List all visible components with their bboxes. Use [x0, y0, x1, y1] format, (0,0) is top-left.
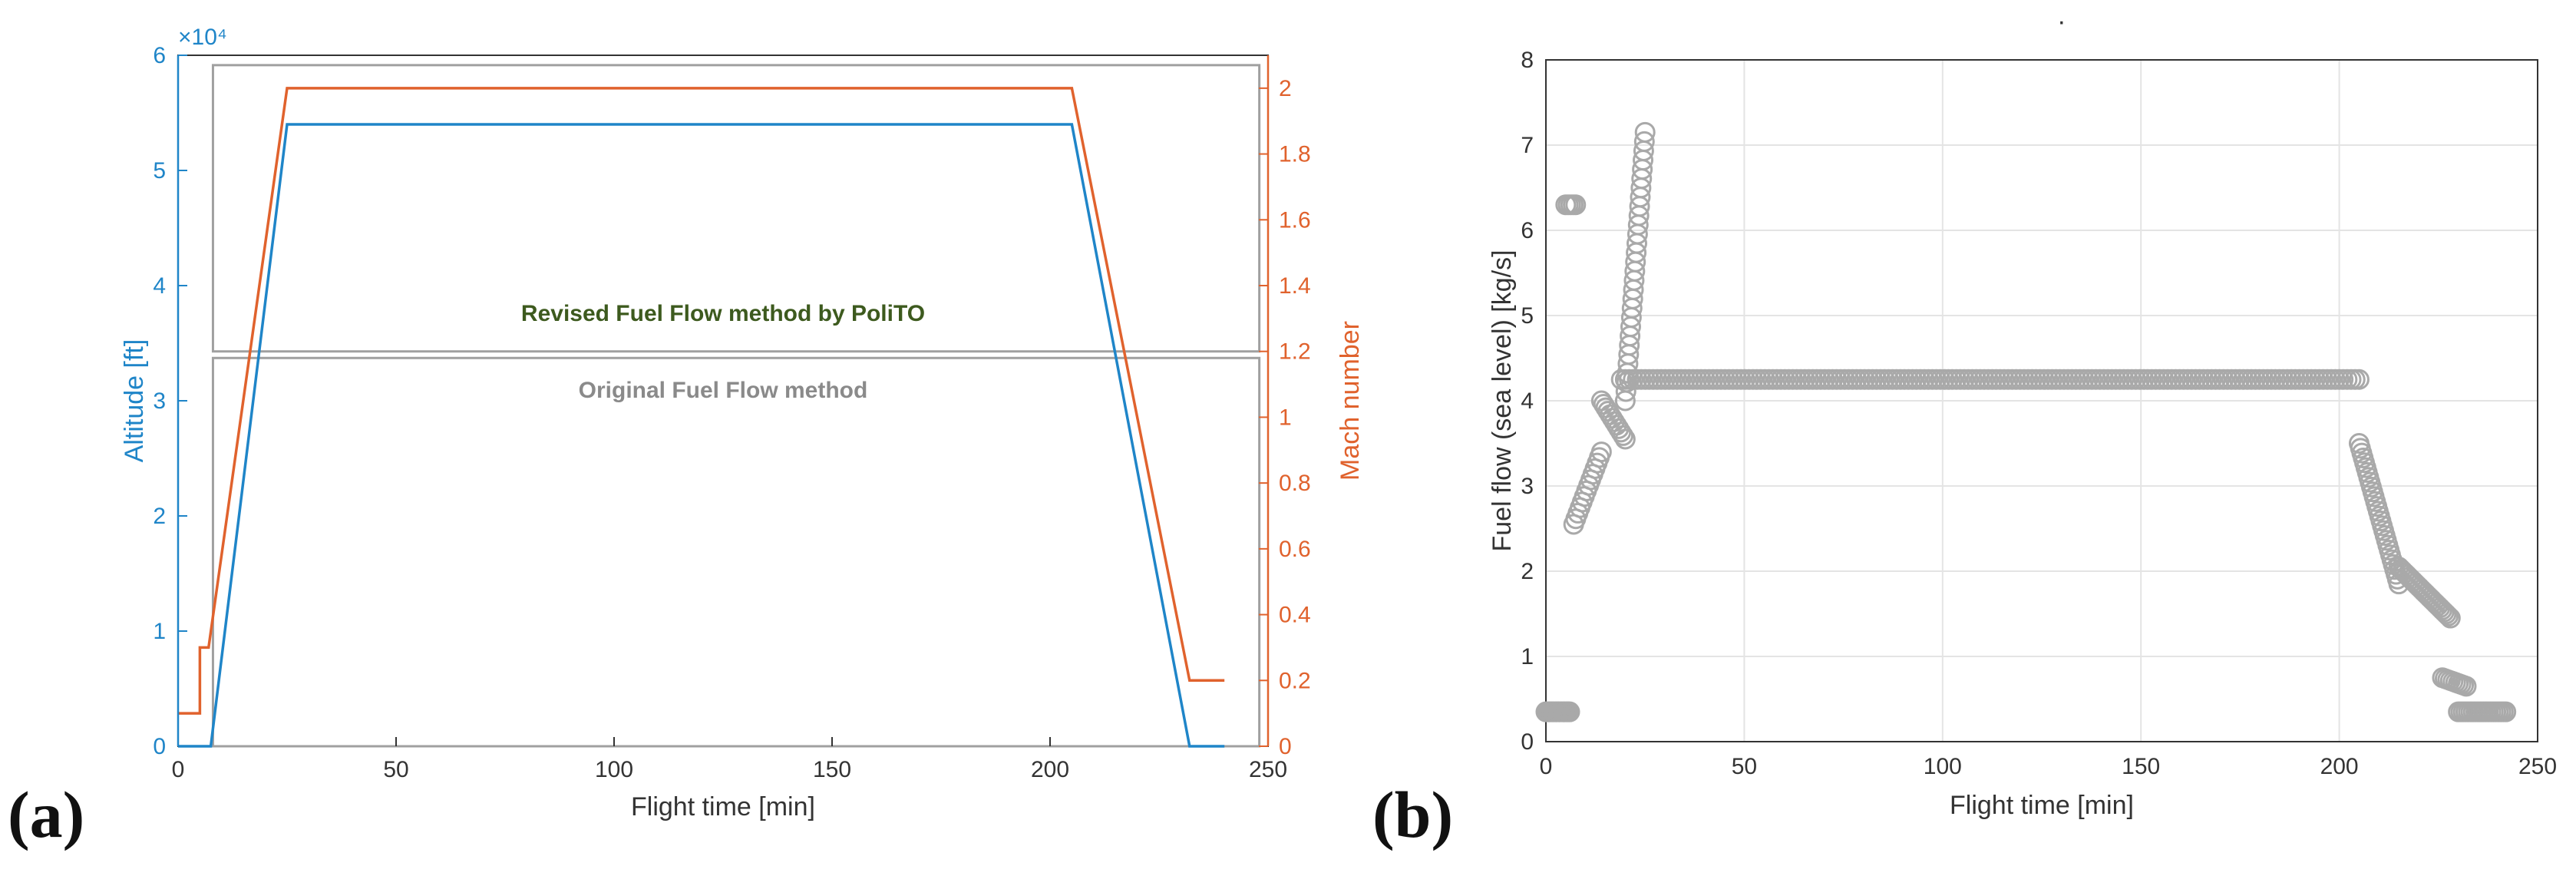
- x-tick-label: 50: [1732, 754, 1757, 779]
- mach-tick-label: 0: [1279, 734, 1292, 759]
- y-tick-label: 6: [1521, 218, 1534, 243]
- altitude-axis-label: Altitude [ft]: [120, 339, 149, 463]
- panel-a-label: (a): [8, 778, 84, 851]
- mach-tick-label: 1.8: [1279, 142, 1311, 167]
- x-tick-label: 100: [1924, 754, 1962, 779]
- fuel-flow-point: [1559, 701, 1580, 722]
- revised-method-label: Revised Fuel Flow method by PoliTO: [521, 301, 925, 326]
- altitude-tick-label: 3: [153, 388, 166, 414]
- y-tick-label: 0: [1521, 729, 1534, 755]
- mach-tick-label: 0.8: [1279, 471, 1311, 496]
- mach-tick-label: 0.6: [1279, 537, 1311, 562]
- fuel-flow-points: [1535, 121, 2517, 722]
- panel-a: Revised Fuel Flow method by PoliTO Origi…: [8, 25, 1365, 851]
- panel-a-x-axis-label: Flight time [min]: [631, 792, 815, 821]
- fuel-flow-point: [1565, 194, 1587, 216]
- altitude-tick-label: 0: [153, 734, 166, 759]
- panel-b-x-axis-label: Flight time [min]: [1950, 791, 2134, 820]
- fuel-flow-point: [2436, 603, 2457, 625]
- mach-axis-label: Mach number: [1336, 321, 1365, 481]
- panel-b-label: (b): [1372, 778, 1453, 851]
- mach-number-line: [178, 87, 1225, 715]
- panel-b-y-axis-label: Fuel flow (sea level) [kg/s]: [1488, 250, 1517, 551]
- x-tick-label: 100: [595, 757, 633, 782]
- altitude-tick-label: 2: [153, 504, 166, 529]
- altitude-tick-label: 1: [153, 619, 166, 644]
- panel-a-altitude-axis: 0 1 2 3 4 5 6: [153, 43, 187, 759]
- fuel-flow-point: [1613, 425, 1634, 446]
- mach-tick-label: 1.2: [1279, 339, 1311, 365]
- fuel-flow-point: [2348, 369, 2370, 390]
- revised-method-box: [211, 64, 1261, 353]
- original-method-label: Original Fuel Flow method: [579, 378, 868, 403]
- fuel-flow-point: [2438, 605, 2459, 626]
- x-tick-label: 200: [2320, 754, 2359, 779]
- panel-b-y-axis: 0 1 2 3 4 5 6 7 8: [1521, 48, 1534, 755]
- fuel-flow-point: [2439, 607, 2461, 629]
- stray-mark: ·: [2057, 7, 2066, 36]
- y-tick-label: 4: [1521, 388, 1534, 414]
- fuel-flow-point: [2495, 701, 2517, 722]
- panel-b: 0 50 100 150 200 250 0 1 2 3 4 5 6 7 8 · Flight time …: [1372, 7, 2557, 851]
- fuel-flow-point: [1633, 131, 1655, 152]
- original-method-box: [211, 356, 1261, 748]
- x-tick-label: 0: [172, 757, 185, 782]
- x-tick-label: 200: [1031, 757, 1069, 782]
- x-tick-label: 50: [383, 757, 408, 782]
- mach-tick-label: 1: [1279, 405, 1292, 430]
- x-tick-label: 250: [2518, 754, 2557, 779]
- fuel-flow-point: [1634, 121, 1656, 143]
- fuel-flow-point: [2455, 676, 2477, 697]
- panel-b-x-axis: 0 50 100 150 200 250: [1540, 754, 2557, 779]
- altitude-tick-label: 4: [153, 273, 166, 299]
- panel-a-x-axis: 0 50 100 150 200 250: [172, 737, 1287, 782]
- y-tick-label: 7: [1521, 133, 1534, 158]
- y-tick-label: 1: [1521, 644, 1534, 669]
- fuel-flow-point: [1614, 428, 1636, 450]
- panel-a-plot-area: [177, 55, 1269, 747]
- fuel-flow-point: [2433, 601, 2455, 623]
- x-tick-label: 250: [1249, 757, 1287, 782]
- mach-tick-label: 1.4: [1279, 273, 1311, 299]
- mach-tick-label: 0.4: [1279, 603, 1311, 628]
- x-tick-label: 150: [813, 757, 851, 782]
- y-tick-label: 3: [1521, 474, 1534, 499]
- altitude-axis-multiplier: ×10⁴: [178, 25, 227, 50]
- mach-tick-label: 2: [1279, 76, 1292, 101]
- altitude-tick-label: 6: [153, 43, 166, 68]
- fuel-flow-point: [1590, 441, 1612, 463]
- altitude-line: [178, 123, 1225, 748]
- mach-tick-label: 1.6: [1279, 207, 1311, 233]
- panel-a-mach-axis: 0 0.2 0.4 0.6 0.8 1 1.2 1.4 1.6 1.8 2: [1259, 55, 1311, 759]
- x-tick-label: 150: [2122, 754, 2160, 779]
- altitude-tick-label: 5: [153, 158, 166, 183]
- y-tick-label: 8: [1521, 48, 1534, 73]
- y-tick-label: 2: [1521, 559, 1534, 584]
- panel-b-frame: [1545, 59, 2538, 742]
- x-tick-label: 0: [1540, 754, 1553, 779]
- y-tick-label: 5: [1521, 303, 1534, 329]
- mach-tick-label: 0.2: [1279, 668, 1311, 693]
